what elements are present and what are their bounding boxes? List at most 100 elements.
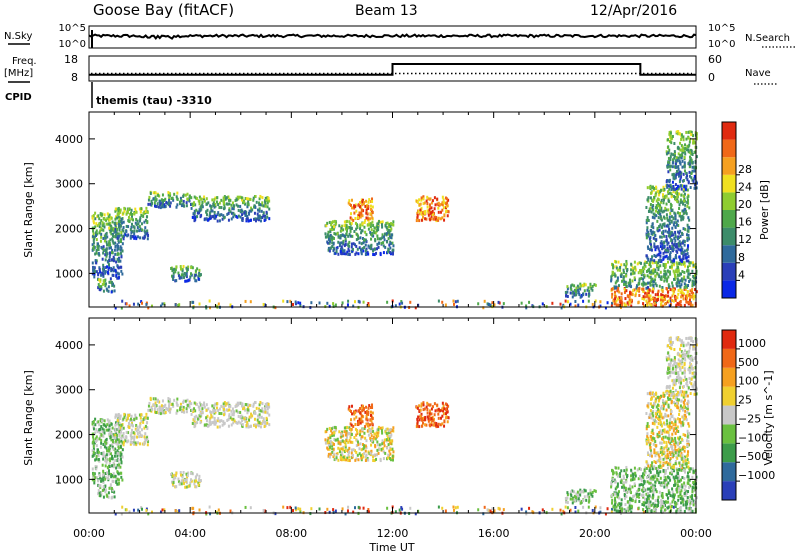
echo-cell (378, 219, 381, 223)
echo-cell (682, 202, 685, 206)
echo-cell (408, 512, 411, 516)
echo-cell (677, 247, 680, 251)
echo-cell (244, 197, 247, 201)
echo-cell (259, 203, 262, 207)
echo-cell (236, 195, 239, 199)
echo-cell (122, 435, 125, 439)
echo-cell (681, 291, 684, 295)
echo-cell (680, 295, 683, 299)
echo-cell (360, 231, 363, 235)
echo-cell (617, 297, 620, 301)
echo-cell (671, 208, 674, 212)
echo-cell (118, 440, 121, 444)
echo-cell (585, 498, 588, 502)
echo-cell (683, 249, 686, 253)
echo-cell (573, 292, 576, 296)
echo-cell (118, 223, 121, 227)
echo-cell (684, 264, 687, 268)
echo-cell (659, 212, 662, 216)
echo-cell (318, 507, 321, 511)
echo-cell (657, 261, 660, 265)
echo-cell (668, 510, 671, 514)
echo-cell (98, 472, 101, 476)
echo-cell (109, 253, 112, 257)
echo-cell (327, 241, 330, 245)
echo-cell (220, 419, 223, 423)
echo-cell (157, 205, 160, 209)
echo-cell (676, 158, 679, 162)
echo-cell (647, 294, 650, 298)
echo-cell (332, 227, 335, 231)
echo-cell (682, 250, 685, 254)
echo-cell (681, 159, 684, 163)
echo-cell (332, 241, 335, 245)
echo-cell (365, 208, 368, 212)
echo-cell (664, 263, 667, 267)
echo-cell (623, 303, 626, 307)
echo-cell (328, 249, 331, 253)
echo-cell (246, 423, 249, 427)
echo-cell (223, 201, 226, 205)
echo-cell (98, 225, 101, 229)
echo-cell (688, 292, 691, 296)
echo-cell (152, 397, 155, 401)
echo-cell (392, 426, 395, 430)
echo-cell (441, 407, 444, 411)
echo-cell (348, 199, 351, 203)
echo-cell (366, 250, 369, 254)
echo-cell (139, 210, 142, 214)
echo-cell (365, 453, 368, 457)
echo-cell (684, 294, 687, 298)
echo-cell (369, 413, 372, 417)
echo-cell (426, 411, 429, 415)
echo-cell (106, 418, 109, 422)
echo-cell (676, 132, 679, 136)
echo-cell (166, 407, 169, 411)
echo-cell (161, 302, 164, 306)
echo-cell (108, 432, 111, 436)
echo-cell (635, 284, 638, 288)
echo-cell (346, 456, 349, 460)
echo-cell (171, 480, 174, 484)
echo-cell (652, 236, 655, 240)
echo-cell (564, 290, 567, 294)
echo-cell (349, 422, 352, 426)
echo-cell (343, 252, 346, 256)
echo-cell (370, 439, 373, 443)
echo-cell (99, 239, 102, 243)
echo-cell (587, 492, 590, 496)
echo-cell (243, 406, 246, 410)
echo-cell (93, 245, 96, 249)
echo-cell (444, 196, 447, 200)
echo-cell (369, 204, 372, 208)
echo-cell (667, 299, 670, 303)
echo-cell (253, 217, 256, 221)
echo-cell (654, 260, 657, 264)
echo-cell (630, 291, 633, 295)
echo-cell (299, 304, 302, 308)
echo-cell (345, 435, 348, 439)
echo-cell (651, 215, 654, 219)
echo-cell (362, 209, 365, 213)
echo-cell (198, 195, 201, 199)
echo-cell (575, 492, 578, 496)
echo-cell (333, 232, 336, 236)
echo-cell (429, 218, 432, 222)
echo-cell (157, 193, 160, 197)
echo-cell (677, 187, 680, 191)
echo-cell (135, 210, 138, 214)
echo-cell (686, 252, 689, 256)
echo-cell (620, 296, 623, 300)
echo-cell (370, 449, 373, 453)
echo-cell (416, 211, 419, 215)
echo-cell (666, 248, 669, 252)
echo-cell (648, 473, 651, 477)
echo-cell (633, 271, 636, 275)
echo-cell (345, 431, 348, 435)
echo-cell (214, 408, 217, 412)
echo-cell (688, 280, 691, 284)
echo-cell (117, 453, 120, 457)
echo-cell (119, 239, 122, 243)
echo-cell (663, 209, 666, 213)
echo-cell (370, 213, 373, 217)
